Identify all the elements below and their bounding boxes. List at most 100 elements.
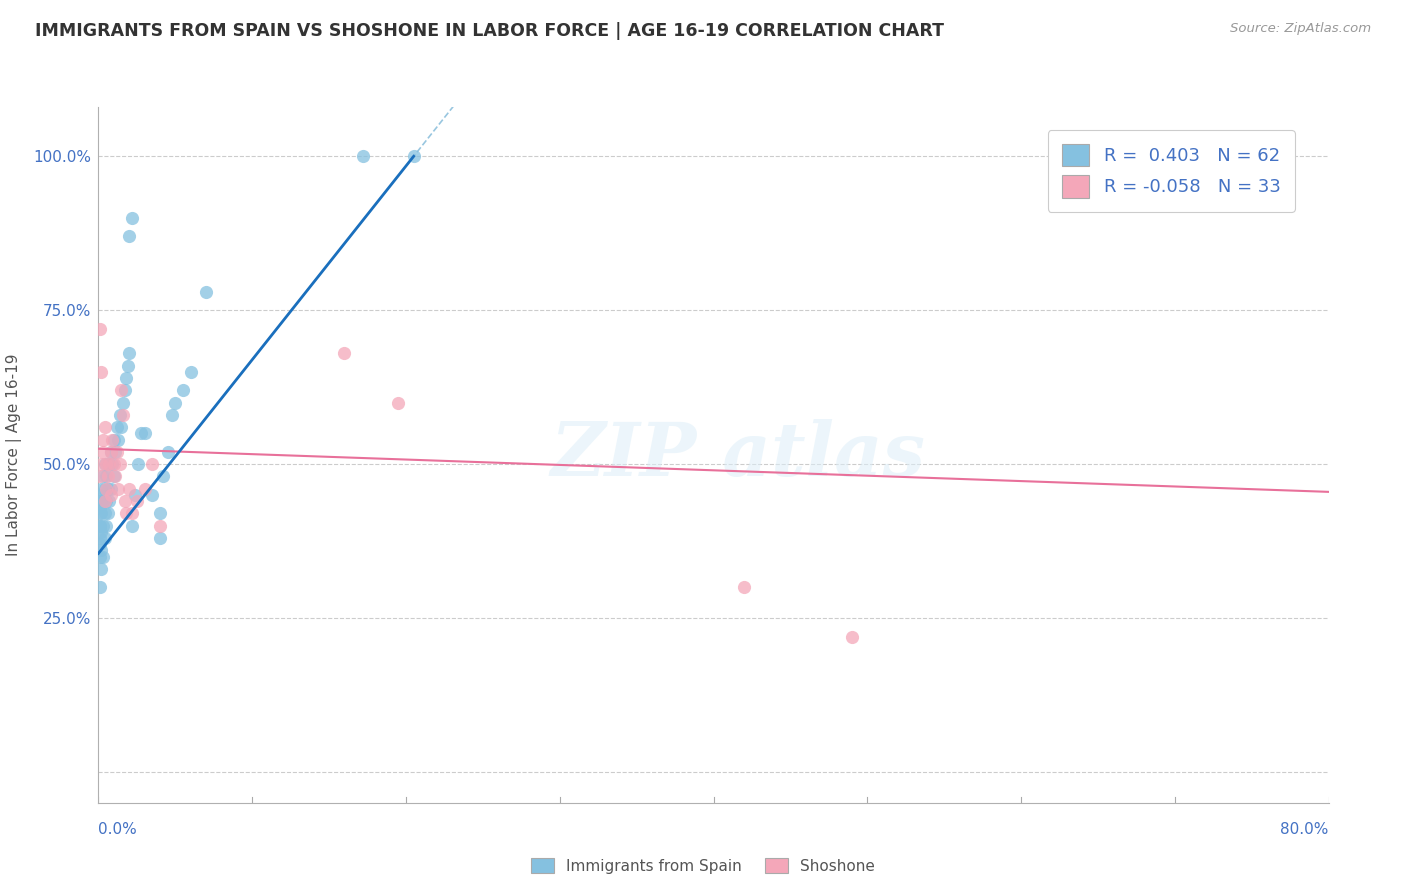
Point [115,371,138,385]
Text: Source: ZipAtlas.com: Source: ZipAtlas.com [1230,22,1371,36]
Point [103,433,125,447]
Point [94,518,117,533]
Point [110,420,132,434]
Point [100,488,122,502]
Point [89,500,111,515]
Point [333,346,356,360]
Point [118,482,141,496]
Point [131,426,153,441]
Point [97,507,120,521]
Point [89,531,111,545]
Point [841,630,863,644]
Point [134,426,156,441]
Point [118,229,141,244]
Text: IMMIGRANTS FROM SPAIN VS SHOSHONE IN LABOR FORCE | AGE 16-19 CORRELATION CHART: IMMIGRANTS FROM SPAIN VS SHOSHONE IN LAB… [35,22,945,40]
Text: 80.0%: 80.0% [1281,822,1329,837]
Point [100,445,122,459]
Point [94,469,117,483]
Point [93,494,115,508]
Point [112,408,135,422]
Point [89,507,111,521]
Point [104,445,127,459]
Point [89,488,111,502]
Point [90,543,112,558]
Point [104,469,127,483]
Point [117,359,139,373]
Point [733,580,755,594]
Point [97,482,120,496]
Point [110,384,132,398]
Point [93,420,115,434]
Point [94,494,117,508]
Point [121,507,143,521]
Point [90,494,112,508]
Point [105,420,128,434]
Point [98,494,121,508]
Point [93,507,115,521]
Point [141,457,163,471]
Point [172,384,194,398]
Point [105,445,128,459]
Point [121,211,143,225]
Point [91,469,114,483]
Point [90,457,112,471]
Point [165,395,187,409]
Point [91,494,114,508]
Point [149,507,172,521]
Text: 0.0%: 0.0% [98,822,138,837]
Point [91,549,114,564]
Point [149,531,172,545]
Point [352,149,374,163]
Point [98,457,121,471]
Point [127,457,149,471]
Point [121,518,143,533]
Point [118,346,141,360]
Point [103,457,125,471]
Point [91,433,114,447]
Point [89,518,111,533]
Point [97,469,120,483]
Point [94,457,117,471]
Point [112,395,135,409]
Point [141,488,163,502]
Point [90,482,112,496]
Point [387,395,409,409]
Point [100,445,122,459]
Point [115,507,138,521]
Point [149,518,172,533]
Point [125,494,148,508]
Point [89,537,111,551]
Point [93,531,115,545]
Point [89,518,111,533]
Point [195,285,218,299]
Point [100,482,122,496]
Point [108,457,131,471]
Point [93,482,115,496]
Point [89,549,111,564]
Point [89,494,111,508]
Point [402,149,425,163]
Point [108,408,131,422]
Text: ZIP atlas: ZIP atlas [551,418,925,491]
Point [124,488,146,502]
Point [89,321,111,335]
Point [101,457,124,471]
Point [103,469,125,483]
Point [91,445,114,459]
Point [93,457,115,471]
Point [90,562,112,576]
Legend: Immigrants from Spain, Shoshone: Immigrants from Spain, Shoshone [524,852,882,880]
Point [107,433,129,447]
Point [180,365,202,379]
Point [114,494,136,508]
Point [98,457,121,471]
Point [91,518,114,533]
Point [90,365,112,379]
Point [156,445,179,459]
Point [89,469,111,483]
Point [89,580,111,594]
Point [162,408,183,422]
Point [134,482,156,496]
Point [114,384,136,398]
Legend: R =  0.403   N = 62, R = -0.058   N = 33: R = 0.403 N = 62, R = -0.058 N = 33 [1047,130,1295,212]
